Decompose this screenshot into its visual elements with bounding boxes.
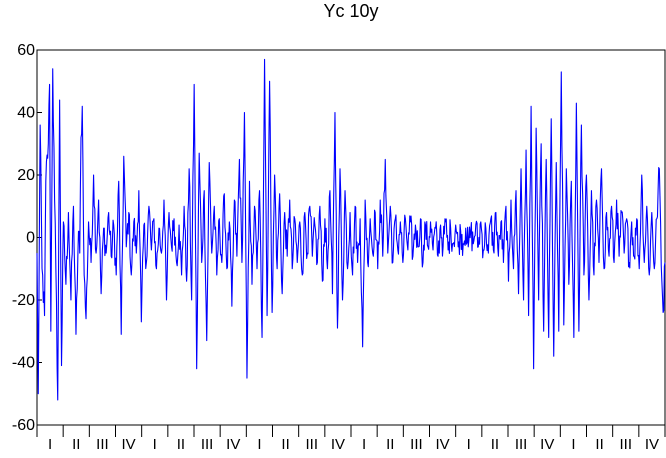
x-tick-label: III <box>305 436 318 453</box>
y-tick-label: 60 <box>17 42 35 59</box>
x-tick-label: I <box>362 436 366 453</box>
chart-title: Yc 10y <box>323 1 378 21</box>
y-tick-label: -20 <box>12 292 35 309</box>
y-tick-label: -40 <box>12 355 35 372</box>
x-tick-label: III <box>201 436 214 453</box>
y-tick-label: 40 <box>17 105 35 122</box>
x-tick-label: III <box>515 436 528 453</box>
x-tick-label: II <box>281 436 289 453</box>
x-tick-label: II <box>595 436 603 453</box>
y-tick-label: -60 <box>12 417 35 434</box>
x-tick-label: IV <box>226 436 240 453</box>
x-tick-label: II <box>386 436 394 453</box>
x-tick-label: I <box>571 436 575 453</box>
x-tick-label: I <box>467 436 471 453</box>
y-tick-label: 0 <box>26 230 35 247</box>
x-tick-label: IV <box>121 436 135 453</box>
series-line <box>36 58 666 401</box>
x-tick-label: III <box>96 436 109 453</box>
x-tick-label: III <box>410 436 423 453</box>
x-tick-label: II <box>491 436 499 453</box>
x-tick-label: IV <box>645 436 659 453</box>
x-tick-label: II <box>177 436 185 453</box>
x-tick-label: I <box>48 436 52 453</box>
x-tick-label: I <box>257 436 261 453</box>
x-tick-label: III <box>619 436 632 453</box>
x-tick-label: IV <box>435 436 449 453</box>
x-tick-label: II <box>72 436 80 453</box>
x-tick-label: IV <box>331 436 345 453</box>
y-tick-label: 20 <box>17 167 35 184</box>
x-tick-label: I <box>153 436 157 453</box>
x-tick-label: IV <box>540 436 554 453</box>
